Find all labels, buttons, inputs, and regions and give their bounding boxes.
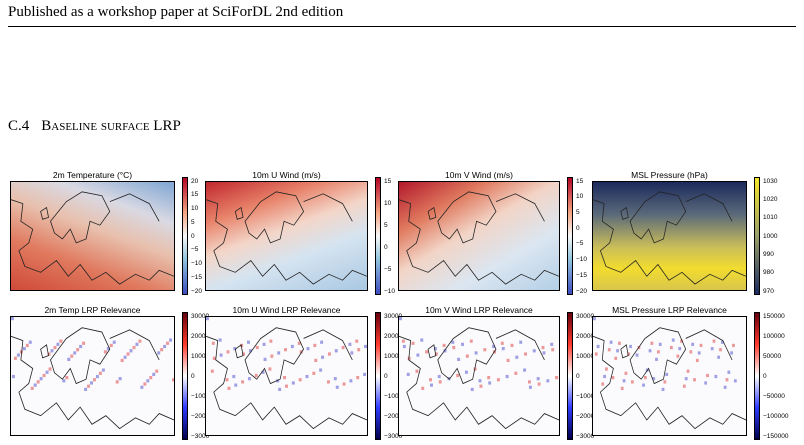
panel-title: 10m V Wind LRP Relevance	[425, 305, 533, 315]
colorbar-label: −20	[576, 287, 588, 295]
colorbar-label: 20000	[384, 332, 403, 340]
map-panel	[10, 181, 175, 291]
section-heading: C.4 Baseline surface LRP	[8, 118, 181, 135]
colorbar-label: 15	[191, 191, 199, 199]
colorbar	[567, 177, 573, 295]
colorbar-label: 10000	[576, 352, 595, 360]
colorbar-label: 0	[191, 372, 195, 380]
colorbar-label: −15	[191, 273, 203, 281]
colorbar-label: 100000	[763, 332, 785, 340]
colorbar-label: 20000	[576, 332, 595, 340]
colorbar-label: 15	[576, 177, 584, 185]
colorbar-label: −10	[191, 260, 203, 267]
colorbar-label: 0	[763, 372, 767, 380]
colorbar-label: 1000	[763, 232, 778, 240]
section-number: C.4	[8, 118, 30, 134]
colorbar-label: −50000	[763, 392, 785, 400]
colorbar-label: 10	[576, 193, 584, 201]
colorbar-label: 10	[191, 205, 199, 212]
running-header: Published as a workshop paper at SciForD…	[8, 4, 344, 20]
map-panel	[592, 181, 747, 291]
colorbar-label: 5	[576, 208, 580, 216]
colorbar	[182, 312, 188, 440]
colorbar-label: 5	[384, 221, 388, 229]
colorbar	[375, 177, 381, 295]
section-title: Baseline surface LRP	[41, 118, 181, 134]
colorbar-label: 0	[191, 232, 195, 240]
map-panel	[398, 316, 560, 436]
colorbar-label: −10	[576, 256, 588, 264]
colorbar-label: −2000	[191, 412, 210, 420]
colorbar	[754, 177, 760, 295]
colorbar-label: 10000	[191, 352, 210, 360]
panel-title: MSL Pressure (hPa)	[631, 170, 708, 180]
colorbar-label: 0	[576, 372, 580, 380]
colorbar-label: −5	[576, 240, 584, 248]
colorbar	[182, 177, 188, 295]
colorbar-label: −3000	[384, 432, 403, 440]
map-panel	[398, 181, 560, 291]
colorbar-label: 1020	[763, 195, 778, 203]
colorbar-label: −3000	[576, 432, 595, 440]
colorbar	[567, 312, 573, 440]
colorbar-label: −20	[191, 287, 203, 295]
colorbar-label: −1000	[576, 392, 595, 400]
panel-title: 2m Temperature (°C)	[52, 170, 133, 180]
colorbar-label: 30000	[191, 312, 210, 320]
colorbar	[375, 312, 381, 440]
colorbar-label: 5	[191, 218, 195, 226]
colorbar-label: 10000	[384, 352, 403, 360]
colorbar-label: 1010	[763, 214, 778, 222]
colorbar-label: −5	[191, 246, 199, 254]
colorbar-label: −3000	[191, 432, 210, 440]
colorbar-label: 990	[763, 250, 774, 258]
colorbar-label: 970	[763, 287, 774, 295]
colorbar-label: −10	[384, 287, 396, 295]
colorbar	[754, 312, 760, 440]
colorbar-label: 50000	[763, 352, 782, 360]
colorbar-label: 30000	[576, 312, 595, 320]
colorbar-label: 0	[384, 372, 388, 380]
map-panel	[205, 316, 368, 436]
colorbar-label: 0	[384, 243, 388, 251]
panel-title: 2m Temp LRP Relevance	[44, 305, 141, 315]
colorbar-label: 30000	[384, 312, 403, 320]
colorbar-label: 15	[384, 177, 392, 185]
colorbar-label: −2000	[576, 412, 595, 420]
panel-title: 10m V Wind (m/s)	[444, 170, 513, 180]
map-panel	[592, 316, 747, 436]
header-rule	[8, 26, 796, 27]
panel-title: 10m U Wind LRP Relevance	[232, 305, 341, 315]
colorbar-label: −150000	[763, 432, 789, 440]
map-panel	[10, 316, 175, 436]
colorbar-label: 1030	[763, 177, 778, 185]
map-panel	[205, 181, 368, 291]
panel-title: MSL Pressure LRP Relevance	[612, 305, 727, 315]
colorbar-label: 20	[191, 177, 199, 185]
colorbar-label: −15	[576, 271, 588, 279]
colorbar-label: −100000	[763, 412, 789, 420]
colorbar-label: 0	[576, 224, 580, 232]
colorbar-label: 150000	[763, 312, 785, 320]
colorbar-label: −5	[384, 265, 392, 273]
colorbar-label: 980	[763, 269, 774, 277]
colorbar-label: −2000	[384, 412, 403, 420]
colorbar-label: −1000	[191, 392, 210, 400]
colorbar-label: 20000	[191, 332, 210, 340]
colorbar-label: 10	[384, 199, 392, 207]
panel-title: 10m U Wind (m/s)	[252, 170, 321, 180]
colorbar-label: −1000	[384, 392, 403, 400]
